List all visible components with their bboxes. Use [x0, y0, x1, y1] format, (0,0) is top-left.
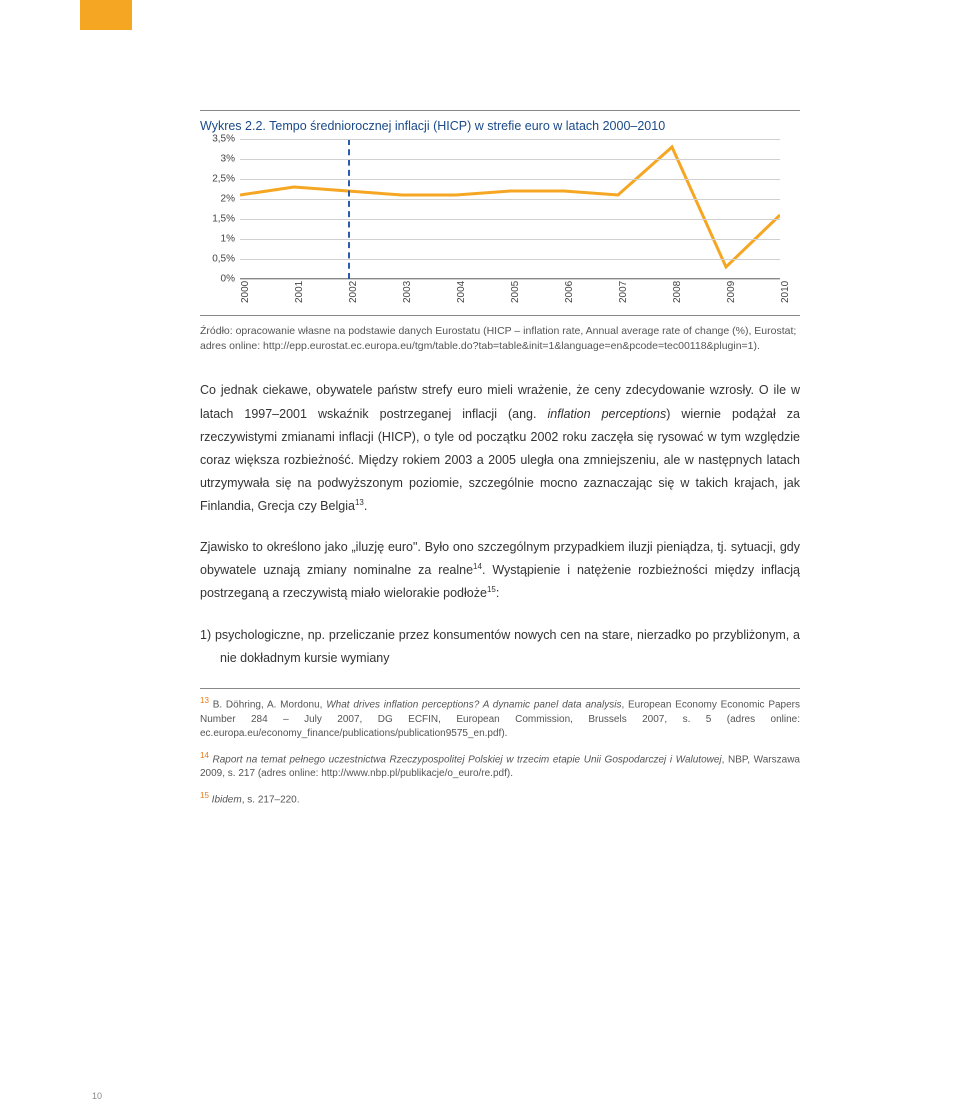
text-italic: What drives inflation perceptions? A dyn… — [326, 699, 621, 710]
footnote-ref: 14 — [473, 562, 482, 571]
text-italic: inflation perceptions — [548, 407, 667, 421]
y-axis-label: 0,5% — [200, 254, 235, 265]
y-axis-label: 1% — [200, 234, 235, 245]
inflation-chart: 0%0,5%1%1,5%2%2,5%3%3,5%2000200120022003… — [200, 139, 780, 309]
list-item-1: 1) psychologiczne, np. przeliczanie prze… — [200, 624, 800, 670]
chart-line — [240, 139, 780, 279]
footnote-15: 15 Ibidem, s. 217–220. — [200, 790, 800, 808]
list-text: psychologiczne, np. przeliczanie przez k… — [215, 628, 800, 665]
list-number: 1) — [200, 628, 211, 642]
text: ) wiernie podążał za rzeczywistymi zmian… — [200, 407, 800, 514]
x-axis-label: 2002 — [348, 281, 354, 303]
x-axis-label: 2007 — [618, 281, 624, 303]
x-axis-label: 2001 — [294, 281, 300, 303]
footnote-ref: 15 — [487, 585, 496, 594]
chart-year-marker — [348, 139, 350, 279]
x-axis-label: 2003 — [402, 281, 408, 303]
paragraph-1: Co jednak ciekawe, obywatele państw stre… — [200, 379, 800, 518]
text: B. Döhring, A. Mordonu, — [209, 699, 326, 710]
footnote-number: 14 — [200, 751, 209, 760]
footnote-13: 13 B. Döhring, A. Mordonu, What drives i… — [200, 695, 800, 742]
x-axis-label: 2006 — [564, 281, 570, 303]
page-number: 10 — [92, 1091, 102, 1101]
rule-top — [200, 110, 800, 111]
x-axis-label: 2008 — [672, 281, 678, 303]
y-axis-label: 3% — [200, 154, 235, 165]
y-axis-label: 1,5% — [200, 214, 235, 225]
chart-title: Wykres 2.2. Tempo średniorocznej inflacj… — [200, 119, 800, 133]
text: , s. 217–220. — [242, 794, 300, 805]
chart-source: Źródło: opracowanie własne na podstawie … — [200, 324, 800, 353]
x-axis-label: 2009 — [726, 281, 732, 303]
text: . — [364, 499, 367, 513]
text: : — [496, 586, 499, 600]
header-accent-bar — [80, 0, 132, 30]
y-axis-label: 2,5% — [200, 174, 235, 185]
x-axis-label: 2010 — [780, 281, 786, 303]
footnote-number: 15 — [200, 791, 209, 800]
text-italic: Raport na temat pełnego uczestnictwa Rze… — [209, 754, 722, 765]
text-italic: Ibidem — [209, 794, 242, 805]
footnote-ref: 13 — [355, 498, 364, 507]
y-axis-label: 0% — [200, 274, 235, 285]
footnote-rule — [200, 688, 800, 689]
y-axis-label: 3,5% — [200, 134, 235, 145]
x-axis-label: 2004 — [456, 281, 462, 303]
y-axis-label: 2% — [200, 194, 235, 205]
footnote-number: 13 — [200, 696, 209, 705]
rule-after-chart — [200, 315, 800, 316]
footnote-14: 14 Raport na temat pełnego uczestnictwa … — [200, 750, 800, 782]
page: Wykres 2.2. Tempo średniorocznej inflacj… — [0, 0, 960, 1119]
x-axis-label: 2000 — [240, 281, 246, 303]
paragraph-2: Zjawisko to określono jako „iluzję euro"… — [200, 536, 800, 605]
x-axis-label: 2005 — [510, 281, 516, 303]
